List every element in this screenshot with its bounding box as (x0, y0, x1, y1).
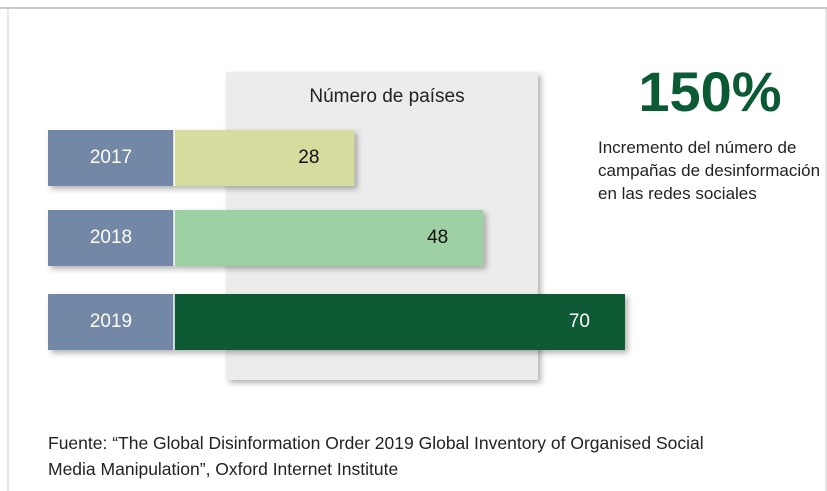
bar (174, 294, 625, 350)
value-label: 48 (427, 227, 448, 248)
value-label: 70 (569, 311, 590, 332)
category-label: 2018 (90, 227, 132, 248)
annotation-text: Incremento del número de campañas de des… (598, 138, 821, 203)
category-label: 2017 (90, 147, 132, 168)
source: Fuente: “The Global Disinformation Order… (48, 433, 704, 479)
category-box (48, 130, 174, 186)
annotation: 150% (638, 60, 781, 123)
category-box (48, 210, 174, 266)
category-box (48, 294, 174, 350)
chart-title: Número de países (309, 86, 464, 107)
bar (174, 210, 484, 266)
value-label: 28 (298, 147, 319, 168)
category-label: 2019 (90, 311, 132, 332)
bar (174, 130, 355, 186)
